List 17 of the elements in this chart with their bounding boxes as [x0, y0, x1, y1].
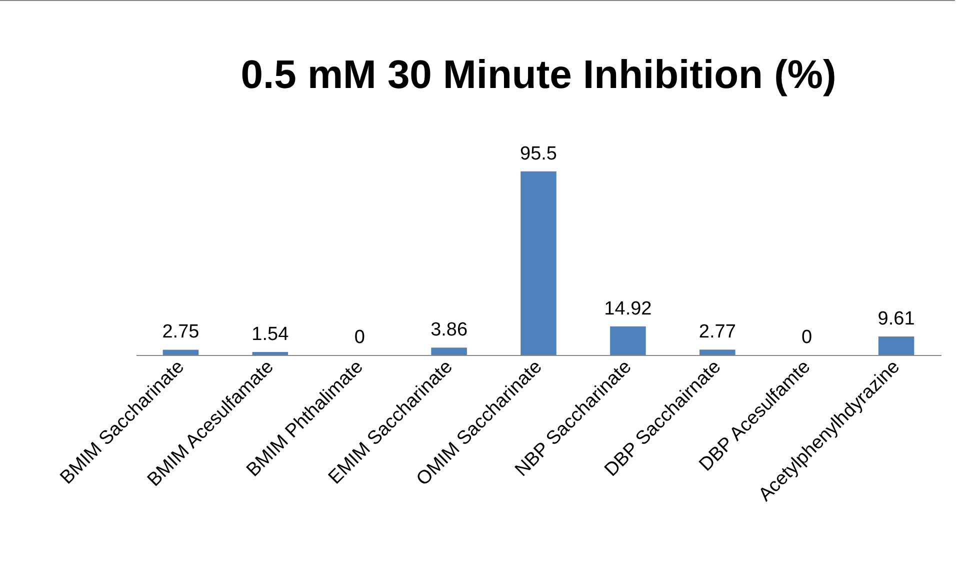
data-label: 1.54	[252, 324, 290, 346]
data-label: 14.92	[604, 298, 652, 320]
bar	[610, 326, 646, 355]
data-label: 0	[802, 327, 812, 348]
chart-title: 0.5 mM 30 Minute Inhibition (%)	[240, 53, 836, 97]
data-label: 3.86	[430, 320, 468, 341]
data-label: 0	[354, 327, 365, 348]
data-label: 9.61	[878, 308, 915, 330]
data-label: 2.77	[698, 322, 736, 343]
bar	[520, 171, 556, 355]
bar	[878, 336, 914, 355]
data-label: 95.5	[520, 143, 557, 164]
data-label: 2.75	[162, 322, 200, 343]
bar	[162, 350, 199, 355]
bar	[252, 352, 288, 355]
bar	[700, 350, 736, 355]
bar	[431, 348, 467, 355]
